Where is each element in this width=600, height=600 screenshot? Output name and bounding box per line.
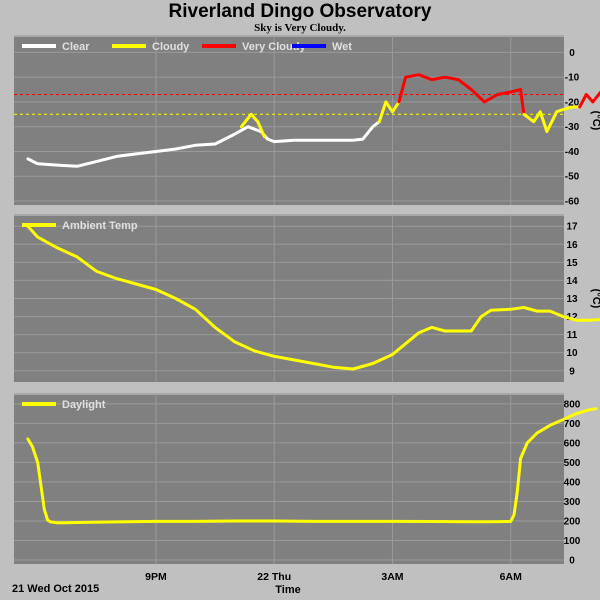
y-tick-label: 100	[564, 536, 581, 547]
y-tick-label: 9	[569, 366, 575, 377]
y-tick-label: 800	[564, 399, 581, 410]
series-line	[239, 112, 266, 139]
y-tick-label: -30	[565, 122, 580, 133]
legend-label: Very Cloudy	[242, 41, 306, 53]
series-line	[522, 105, 582, 134]
y-tick-label: 14	[566, 276, 578, 287]
start-date: 21 Wed Oct 2015	[12, 583, 100, 595]
series-line	[26, 224, 600, 371]
y-tick-label: -50	[565, 172, 580, 183]
y-tick-label: -40	[565, 147, 580, 158]
legend-label: Daylight	[62, 399, 106, 411]
legend-label: Ambient Temp	[62, 220, 138, 232]
panel-3: 800 700 600 500 400 300 200 100 0 Daylight	[14, 393, 598, 567]
y-tick-label: 700	[564, 419, 581, 430]
plot-area	[14, 36, 564, 205]
x-tick-label: 3AM	[381, 571, 403, 583]
legend-label: Cloudy	[152, 41, 190, 53]
y-tick-label: 13	[566, 294, 578, 305]
y-axis-label: (°C)	[590, 289, 600, 309]
x-axis-label: Time	[275, 584, 301, 596]
chart-title: Riverland Dingo Observatory	[168, 1, 432, 22]
y-tick-label: -20	[565, 97, 580, 108]
panel-1: 0 -10 -20 -30 -40 -50 -60 9PM 22 Thu 3AM 6AM (°C) Cl…	[14, 35, 600, 583]
y-tick-label: 300	[564, 497, 581, 508]
y-tick-label: 0	[569, 48, 575, 59]
series-line	[26, 407, 598, 525]
y-tick-label: 600	[564, 438, 581, 449]
series-line	[397, 73, 526, 116]
y-tick-label: 10	[566, 348, 578, 359]
legend-label: Clear	[62, 41, 90, 53]
y-tick-label: 15	[566, 258, 578, 269]
sky-status: Sky is Very Cloudy.	[254, 22, 346, 34]
y-tick-label: 17	[566, 222, 578, 233]
plot-area	[14, 394, 564, 564]
legend-label: Wet	[332, 41, 352, 53]
series-line	[26, 120, 381, 168]
series-line	[377, 100, 401, 124]
series-line	[578, 90, 600, 109]
y-tick-label: 500	[564, 458, 581, 469]
y-tick-label: 0	[569, 556, 575, 567]
y-tick-label: 400	[564, 477, 581, 488]
y-tick-label: 200	[564, 516, 581, 527]
x-tick-label: 22 Thu	[257, 571, 291, 583]
y-tick-label: 16	[566, 240, 578, 251]
y-tick-label: 11	[567, 330, 578, 341]
y-tick-label: -60	[565, 197, 580, 208]
x-tick-label: 9PM	[145, 571, 167, 583]
x-tick-label: 6AM	[500, 571, 522, 583]
y-tick-label: -10	[565, 73, 580, 84]
y-axis-label: (°C)	[590, 111, 600, 131]
